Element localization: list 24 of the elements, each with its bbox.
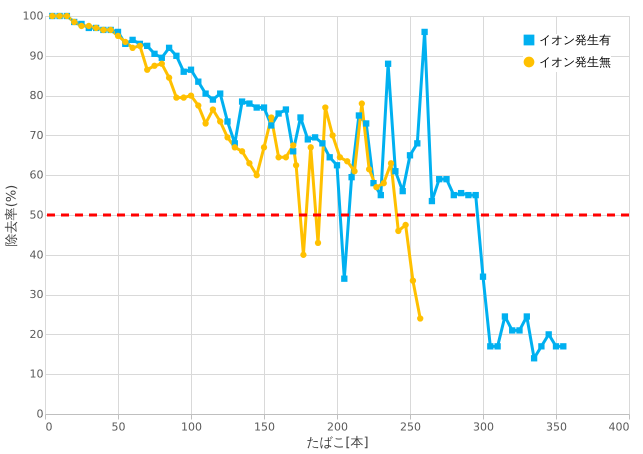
y-tick-label: 0	[36, 408, 44, 420]
y-tick-label: 90	[30, 49, 44, 62]
x-tick-label: 0	[46, 420, 52, 434]
y-tick-label: 100	[22, 10, 44, 22]
y-tick-label: 40	[30, 248, 44, 262]
y-tick-label: 30	[30, 288, 44, 302]
legend-label: イオン発生無	[539, 55, 611, 69]
y-tick-label: 80	[30, 89, 44, 102]
y-tick-label: 70	[30, 128, 44, 142]
y-tick-label: 60	[30, 168, 44, 182]
x-tick-label: 200	[327, 420, 348, 434]
x-tick-label: 100	[181, 420, 202, 434]
x-tick-label: 50	[112, 420, 126, 434]
y-tick-label: 10	[30, 368, 44, 381]
legend-label: イオン発生有	[539, 33, 611, 47]
x-tick-label: 400	[608, 420, 630, 434]
y-axis-title: 除去率(%)	[4, 184, 20, 246]
y-tick-label: 50	[30, 208, 44, 222]
x-tick-label: 350	[546, 420, 567, 434]
x-axis-title: たばこ[本]	[306, 436, 369, 450]
x-tick-label: 250	[400, 420, 421, 434]
x-tick-label: 300	[473, 420, 494, 434]
y-tick-label: 20	[30, 328, 44, 341]
x-tick-label: 150	[254, 420, 275, 434]
